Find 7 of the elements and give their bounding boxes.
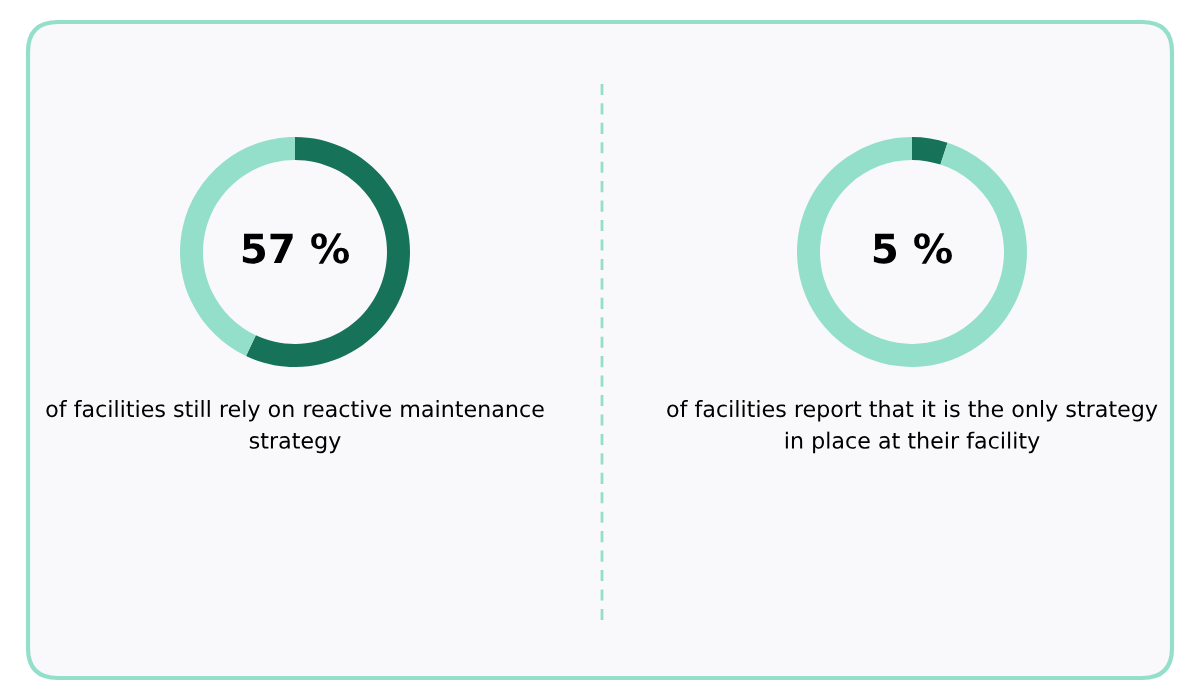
text: of facilities report that it is the only strategy in place at their facility bbox=[667, 400, 1158, 454]
donut-slice bbox=[797, 137, 1027, 367]
donut-slice bbox=[912, 137, 948, 165]
data-label: 57 % bbox=[242, 233, 349, 264]
donut-slice bbox=[180, 137, 295, 357]
data-label: 5 % bbox=[873, 233, 952, 264]
text: of facilities still rely on reactive maintenance strategy bbox=[46, 400, 544, 454]
